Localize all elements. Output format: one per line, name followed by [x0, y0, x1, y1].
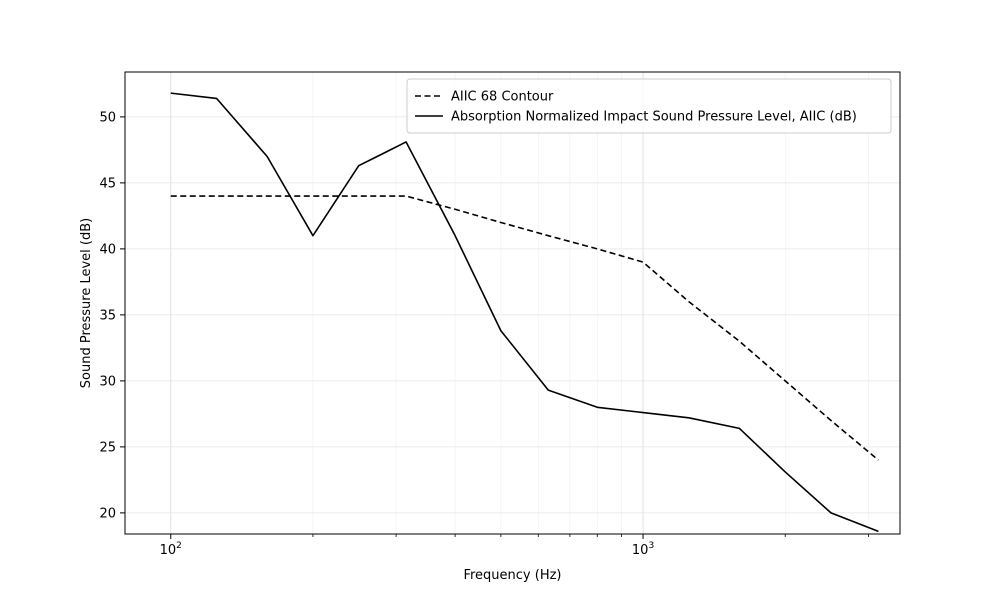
y-tick-label: 50 [99, 110, 116, 125]
legend: AIIC 68 Contour Absorption Normalized Imp… [407, 79, 891, 133]
y-tick-label: 20 [99, 506, 116, 521]
y-tick-label: 25 [99, 440, 116, 455]
y-tick-label: 30 [99, 374, 116, 389]
x-tick-label-base: 10 [160, 543, 177, 558]
x-tick-label-exponent: 3 [648, 541, 654, 551]
x-tick-label-exponent: 2 [176, 541, 182, 551]
y-tick-label: 45 [99, 176, 116, 191]
legend-label-0: AIIC 68 Contour [451, 90, 554, 105]
y-tick-label: 35 [99, 308, 116, 323]
x-tick-label-base: 10 [632, 543, 649, 558]
x-axis-label: Frequency (Hz) [463, 568, 561, 583]
legend-box [407, 79, 891, 133]
y-axis-label: Sound Pressure Level (dB) [79, 218, 94, 388]
legend-label-1: Absorption Normalized Impact Sound Press… [451, 110, 857, 125]
y-tick-label: 40 [99, 242, 116, 257]
